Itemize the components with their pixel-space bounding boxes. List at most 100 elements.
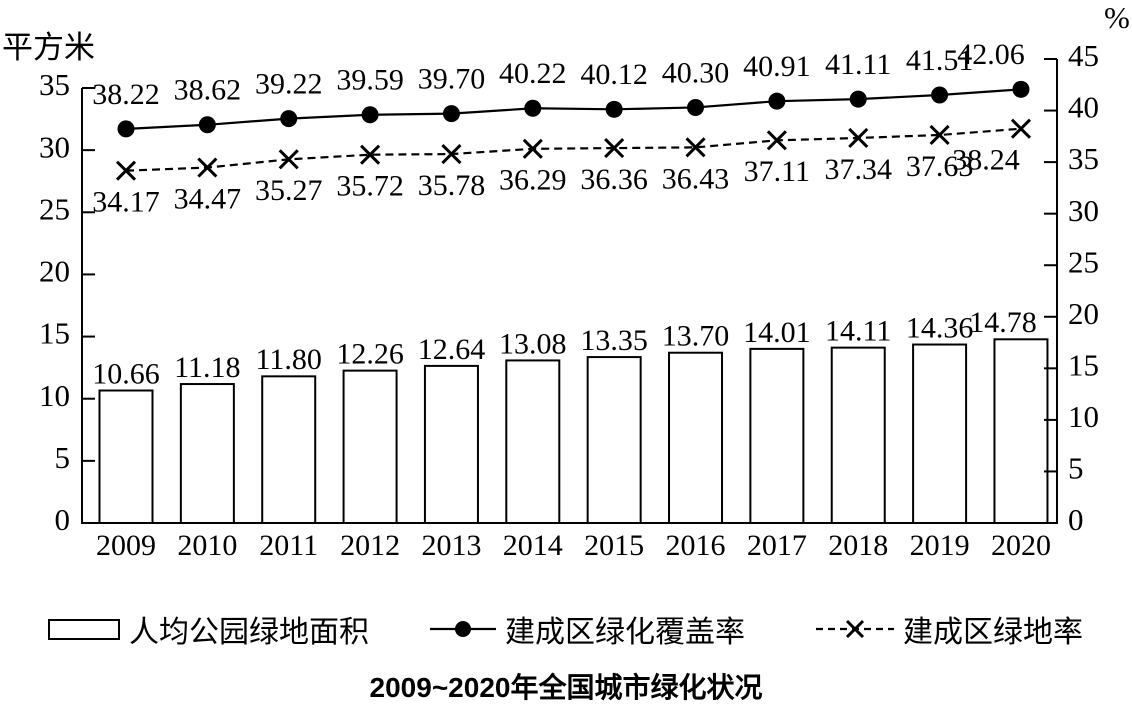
bar-value-label: 13.70 [662, 320, 730, 353]
bar-value-label: 14.36 [906, 311, 974, 344]
line-value-label: 36.43 [662, 162, 730, 195]
year-label: 2011 [259, 529, 318, 562]
dot-marker [687, 98, 705, 116]
bar [342, 369, 398, 524]
legend-label-coverage: 建成区绿化覆盖率 [505, 616, 745, 649]
dot-marker [361, 106, 379, 124]
dot-marker [280, 110, 298, 128]
dot-marker [198, 116, 216, 134]
line-value-label: 36.29 [499, 164, 567, 197]
year-label: 2015 [584, 529, 644, 562]
line-value-label: 41.11 [825, 48, 891, 81]
line-value-label: 39.59 [336, 64, 404, 97]
year-label: 2017 [747, 529, 807, 562]
dot-marker [1012, 80, 1030, 98]
left-axis-tick-label: 15 [39, 316, 70, 351]
left-axis-tick-label: 0 [55, 502, 71, 537]
bar [423, 364, 479, 524]
year-label: 2019 [910, 529, 970, 562]
bar-value-label: 11.80 [256, 343, 322, 376]
line-value-label: 35.27 [255, 174, 323, 207]
left-axis-tick-label: 20 [39, 254, 70, 289]
year-label: 2014 [503, 529, 563, 562]
year-label: 2020 [991, 529, 1051, 562]
chart-title: 2009~2020年全国城市绿化状况 [369, 672, 763, 703]
dot-marker [524, 99, 542, 117]
year-label: 2018 [828, 529, 888, 562]
legend-label-greenrate: 建成区绿地率 [903, 616, 1083, 649]
right-axis-tick-label: 25 [1068, 244, 1099, 279]
x-marker [115, 160, 137, 181]
line-value-label: 42.06 [957, 38, 1025, 71]
right-axis-tick-label: 40 [1068, 90, 1099, 125]
bar-swatch-icon [48, 618, 120, 640]
bar [830, 346, 886, 524]
bar-value-label: 10.66 [92, 357, 160, 390]
right-axis-tick-label: 0 [1068, 502, 1084, 537]
bar-value-label: 13.35 [580, 324, 648, 357]
year-label: 2009 [96, 529, 156, 562]
line-value-label: 35.72 [336, 170, 404, 203]
dot-marker [931, 86, 949, 104]
dot-line-icon [430, 621, 496, 637]
bar-value-label: 11.18 [174, 351, 240, 384]
x-marker [766, 130, 787, 151]
x-line-icon [816, 619, 894, 639]
bar [261, 375, 317, 525]
line-value-label: 40.91 [743, 50, 811, 83]
left-axis-tick-label: 30 [39, 129, 70, 164]
plot-area: 10.66 11.18 11.80 12.26 12.64 13.08 13.35 13.70… [39, 38, 1099, 562]
x-marker [685, 137, 706, 158]
dashed-line-series [125, 127, 1022, 172]
left-axis-tick-label: 5 [55, 440, 71, 475]
bar [586, 356, 642, 525]
line-value-label: 41.51 [906, 44, 974, 77]
right-axis-unit-label: % [1104, 0, 1130, 35]
bar [179, 383, 235, 525]
line-value-label: 34.17 [92, 186, 160, 219]
legend-label-bar: 人均公园绿地面积 [129, 616, 369, 649]
right-axis-tick-label: 5 [1068, 451, 1084, 486]
year-label: 2013 [421, 529, 481, 562]
line-value-label: 40.30 [662, 56, 730, 89]
dot-marker [117, 120, 135, 138]
line-value-label: 37.63 [906, 150, 974, 183]
line-value-label: 40.12 [580, 58, 648, 91]
left-axis-unit-label: 平方米 [2, 30, 95, 65]
x-marker [360, 144, 381, 165]
line-value-label: 38.24 [952, 144, 1020, 177]
x-marker [848, 127, 869, 149]
bar [912, 343, 968, 525]
line-value-label: 37.34 [824, 153, 892, 186]
x-marker [522, 138, 543, 159]
x-marker [441, 144, 462, 165]
right-axis-tick-label: 35 [1068, 141, 1099, 176]
legend: 人均公园绿地面积 建成区绿化覆盖率 建成区绿地率 [0, 606, 1132, 652]
legend-item-bar: 人均公园绿地面积 [48, 606, 369, 652]
dot-marker [442, 105, 460, 123]
line-value-label: 38.22 [92, 78, 160, 111]
bar [505, 359, 561, 525]
bar-value-label: 12.26 [336, 338, 404, 371]
solid-line-series [125, 88, 1022, 131]
left-axis-tick-label: 25 [39, 191, 70, 226]
line-value-label: 40.22 [499, 57, 567, 90]
bar-value-label: 13.08 [499, 327, 567, 360]
bar [98, 389, 154, 524]
left-axis-tick-label: 10 [39, 378, 70, 413]
year-label: 2010 [177, 529, 237, 562]
dot-marker [605, 100, 623, 118]
dot-marker [849, 90, 867, 108]
x-marker [604, 138, 625, 159]
dot-marker [768, 92, 786, 110]
right-axis-tick-label: 45 [1068, 38, 1099, 73]
legend-item-coverage: 建成区绿化覆盖率 [430, 606, 745, 652]
bar-value-label: 14.11 [825, 315, 891, 348]
bar [668, 351, 724, 524]
line-value-label: 39.70 [418, 63, 486, 96]
x-marker [929, 124, 950, 146]
left-axis-tick-label: 35 [39, 67, 70, 102]
line-value-label: 35.78 [418, 169, 486, 202]
line-value-label: 37.11 [744, 155, 810, 188]
x-marker [1010, 118, 1032, 139]
